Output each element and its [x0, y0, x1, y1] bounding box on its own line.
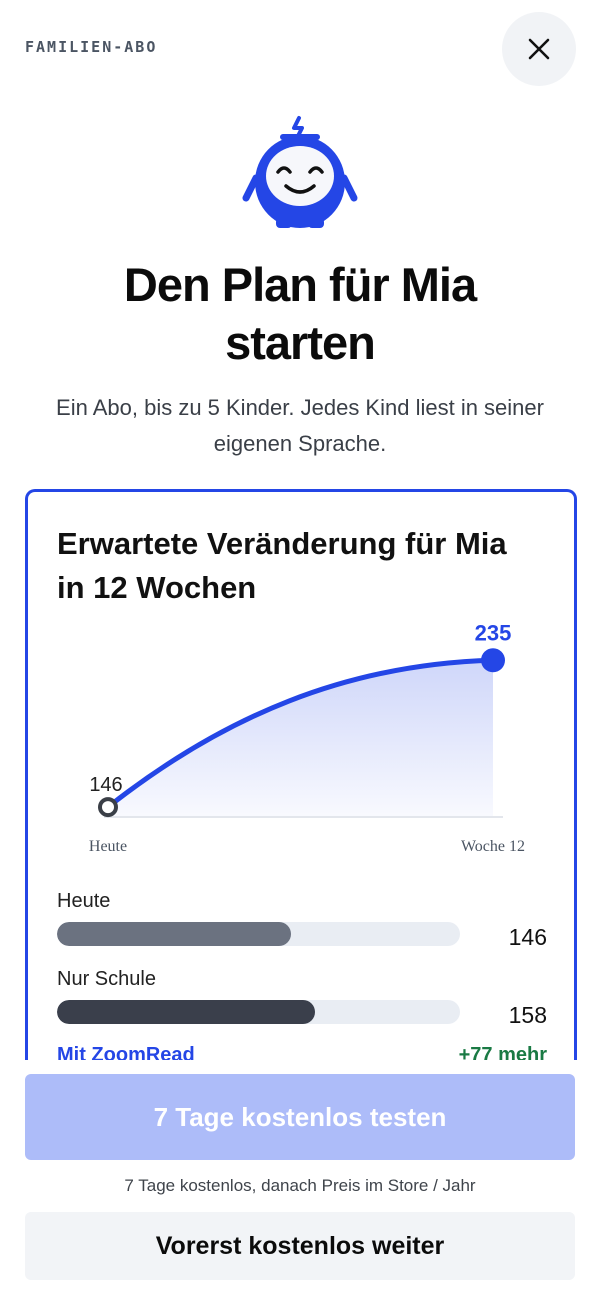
page-subtitle: Ein Abo, bis zu 5 Kinder. Jedes Kind lie… — [20, 390, 580, 462]
progress-card: Erwartete Veränderung für Mia in 12 Woch… — [25, 489, 577, 1092]
page-title-line-1: Den Plan für Mia — [123, 258, 477, 311]
page-subtitle-line-2: eigenen Sprache. — [213, 431, 387, 456]
bar-track-today — [57, 922, 460, 946]
page-title-line-2: starten — [225, 316, 376, 369]
chart-start-point — [98, 797, 118, 818]
chart-end-label: 235 — [475, 622, 512, 645]
bar-fill-today — [57, 922, 291, 946]
bar-fill-school — [57, 1000, 315, 1024]
card-title-line-1: Erwartete Veränderung für Mia — [57, 526, 507, 561]
close-icon — [528, 38, 550, 60]
cta-area: 7 Tage kostenlos testen 7 Tage kostenlos… — [0, 1060, 600, 1298]
bar-track-school — [57, 1000, 460, 1024]
chart-x-label-end: Woche 12 — [461, 838, 525, 855]
continue-free-button[interactable]: Vorerst kostenlos weiter — [25, 1212, 575, 1280]
close-button[interactable] — [502, 12, 576, 86]
chart-series-line — [105, 657, 496, 810]
card-title: Erwartete Veränderung für Mia in 12 Woch… — [57, 522, 557, 610]
bar-value-today: 146 — [508, 924, 547, 950]
chart-end-point — [481, 648, 505, 673]
page-title: Den Plan für Mia starten — [0, 256, 600, 372]
start-trial-button[interactable]: 7 Tage kostenlos testen — [25, 1074, 575, 1160]
chart-area-fill — [108, 660, 493, 817]
bar-value-school: 158 — [508, 1002, 547, 1028]
page-subtitle-line-1: Ein Abo, bis zu 5 Kinder. Jedes Kind lie… — [56, 395, 544, 420]
pricing-note: 7 Tage kostenlos, danach Preis im Store … — [124, 1176, 476, 1195]
plan-label: FAMILIEN-ABO — [25, 38, 158, 56]
chart-x-label-start: Heute — [89, 838, 127, 855]
card-title-line-2: in 12 Wochen — [57, 570, 257, 605]
robot-mascot-icon — [242, 116, 358, 228]
chart-start-label: 146 — [89, 774, 122, 796]
bar-label-today: Heute — [57, 890, 111, 912]
progress-chart: 146 235 Heute Woche 12 — [89, 622, 525, 855]
bar-label-school: Nur Schule — [57, 968, 156, 990]
